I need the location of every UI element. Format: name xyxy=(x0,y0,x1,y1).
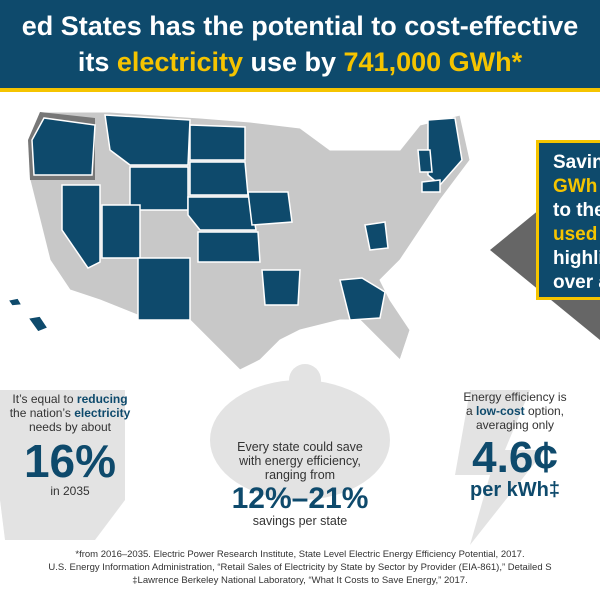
header-line: its electricity use by 741,000 GWh* xyxy=(0,44,600,80)
callout-line: to the xyxy=(553,199,600,223)
text: its xyxy=(77,47,117,77)
footnote: ‡Lawrence Berkeley National Laboratory, … xyxy=(132,575,468,586)
coin xyxy=(289,364,321,396)
highlight: used xyxy=(553,224,598,245)
stat-cost: Energy efficiency is a low-cost option, … xyxy=(460,390,570,500)
stat-figure: 16% xyxy=(23,435,117,487)
stat-note: savings per state xyxy=(252,514,348,528)
lightning-bolt xyxy=(455,390,545,545)
header-line: ed States has the potential to cost-effe… xyxy=(21,11,579,41)
arrow-shape xyxy=(0,390,125,540)
text: over a xyxy=(553,272,600,293)
text: option, averaging only xyxy=(475,404,565,432)
text: Every state could save with energy effic… xyxy=(237,440,363,482)
emphasis: electricity xyxy=(74,406,131,420)
highlight: 741,000 GWh* xyxy=(343,47,523,77)
footnote: *from 2016–2035. Electric Power Research… xyxy=(75,549,525,560)
stat-text: Energy efficiency is a low-cost option, … xyxy=(460,390,570,432)
stat-reduction: It’s equal to reducing the nation’s elec… xyxy=(5,392,135,498)
highlighted-states xyxy=(6,114,463,333)
callout-line: GWh is xyxy=(553,175,600,199)
text: use by xyxy=(242,47,344,77)
text: needs by about xyxy=(28,420,112,434)
stat-range: Every state could save with energy effic… xyxy=(225,440,375,528)
text: highlig xyxy=(553,248,600,269)
text: Energy efficiency is a xyxy=(463,390,567,418)
callout-line: used a xyxy=(553,223,600,247)
stat-figure: 12%–21% xyxy=(231,482,369,515)
highlight: GWh xyxy=(553,176,598,197)
footnote: U.S. Energy Information Administration, … xyxy=(48,562,552,573)
callout-line: highlig xyxy=(553,247,600,271)
stat-text: It’s equal to reducing the nation’s elec… xyxy=(5,392,135,434)
header: ed States has the potential to cost-effe… xyxy=(0,0,600,92)
stat-note: per kWh‡ xyxy=(469,479,561,501)
callout-line: over a xyxy=(553,271,600,295)
text: to the xyxy=(553,200,600,221)
stat-text: Every state could save with energy effic… xyxy=(225,440,375,482)
stat-figure: 4.6¢ xyxy=(472,433,558,482)
emphasis: low-cost xyxy=(475,404,525,418)
piggy-bank xyxy=(210,380,390,500)
stat-note: in 2035 xyxy=(50,484,90,498)
footnotes: *from 2016–2035. Electric Power Research… xyxy=(0,548,600,587)
emphasis: reducing xyxy=(76,392,128,406)
text: the nation’s xyxy=(9,406,75,420)
text: It’s equal to xyxy=(12,392,77,406)
text: Savin xyxy=(553,152,600,173)
highlight: electricity xyxy=(116,47,243,77)
callout-line: Savin xyxy=(553,151,600,175)
